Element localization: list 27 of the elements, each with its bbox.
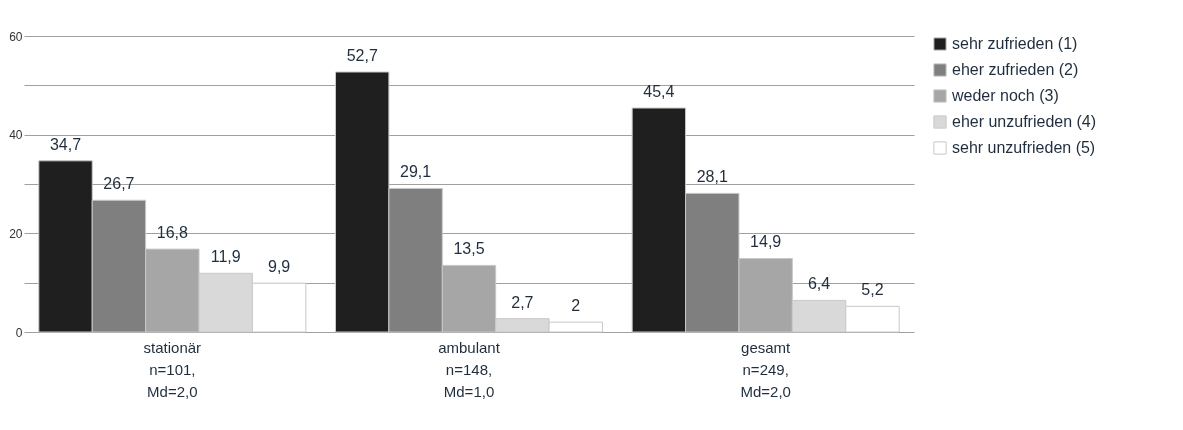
data-label: 26,7 — [103, 175, 135, 193]
legend-label: sehr unzufrieden (5) — [952, 139, 1096, 156]
data-label: 34,7 — [49, 135, 82, 153]
y-tick-label: 40 — [9, 128, 23, 143]
data-label: 2,7 — [511, 293, 534, 311]
x-tick-label: gesamt n=249, Md=2,0 — [740, 338, 792, 400]
data-label: 9,9 — [268, 258, 291, 276]
data-label: 28,1 — [696, 168, 728, 186]
y-tick-label: 60 — [9, 29, 23, 44]
legend-label: eher zufrieden (2) — [952, 61, 1079, 78]
legend-label: weder noch (3) — [951, 87, 1059, 104]
legend-label: eher unzufrieden (4) — [952, 113, 1097, 130]
data-label: 14,9 — [750, 233, 782, 251]
data-label: 2 — [571, 297, 581, 315]
y-tick-label: 20 — [9, 226, 23, 241]
x-tick-label: ambulant n=148, Md=1,0 — [438, 338, 501, 400]
data-label: 6,4 — [807, 275, 831, 293]
data-label: 5,2 — [861, 281, 884, 299]
legend-label: sehr zufrieden (1) — [952, 35, 1078, 52]
y-tick-label: 0 — [15, 325, 23, 340]
data-label: 13,5 — [453, 240, 485, 258]
data-label: 11,9 — [210, 248, 241, 266]
data-label: 45,4 — [643, 83, 675, 101]
x-tick-label: stationär n=101, Md=2,0 — [143, 338, 202, 400]
data-label: 52,7 — [346, 47, 378, 65]
data-label: 16,8 — [156, 224, 189, 242]
data-label: 29,1 — [400, 163, 432, 181]
